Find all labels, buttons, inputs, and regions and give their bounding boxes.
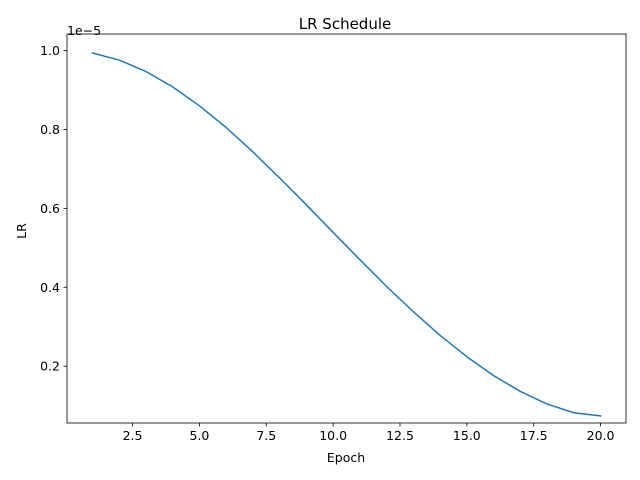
y-multiplier-label: 1e−5 (67, 23, 101, 38)
y-tick-label: 1.0 (40, 43, 60, 58)
y-tick-label: 0.2 (40, 359, 60, 374)
x-tick-label: 5.0 (189, 428, 209, 443)
chart-title: LR Schedule (299, 15, 391, 33)
x-tick-label: 2.5 (123, 428, 143, 443)
x-axis-label: Epoch (327, 450, 365, 465)
y-tick-label: 0.8 (40, 122, 60, 137)
x-tick-label: 17.5 (520, 428, 548, 443)
y-tick-label: 0.6 (40, 201, 60, 216)
x-tick-label: 10.0 (319, 428, 347, 443)
series-line-0 (91, 52, 602, 417)
y-tick-label: 0.4 (40, 280, 60, 295)
x-tick-label: 15.0 (453, 428, 481, 443)
x-tick-label: 12.5 (386, 428, 414, 443)
plot-frame (66, 33, 627, 424)
x-tick-label: 20.0 (587, 428, 615, 443)
plot-area: 2.5 5.0 7.5 10.0 12.5 15.0 17.5 20.0 0.2 0.4 0.6 0.… (40, 33, 627, 443)
y-axis-label: LR (14, 223, 29, 239)
x-tick-label: 7.5 (256, 428, 276, 443)
